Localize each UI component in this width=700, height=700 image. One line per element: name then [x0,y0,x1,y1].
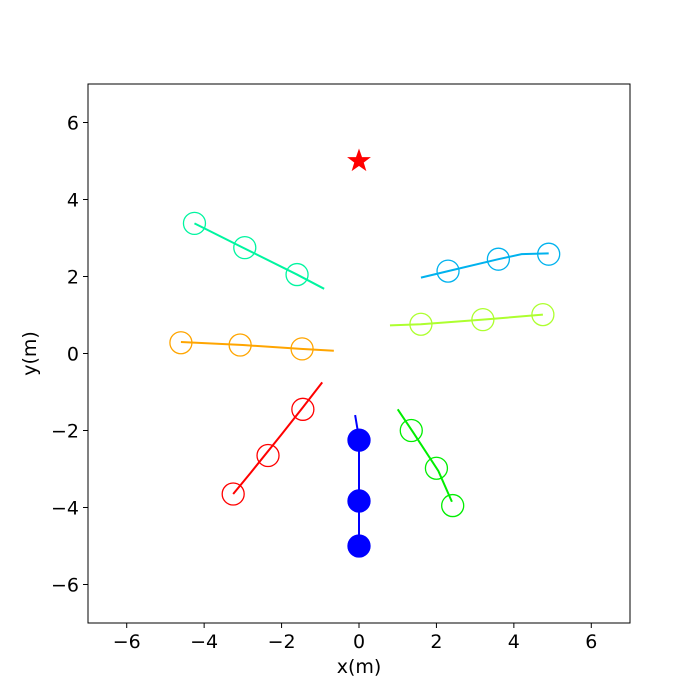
trajectory-series [169,331,334,361]
trajectory-line [180,340,334,352]
trajectory-line [232,381,324,495]
y-tick-label: 2 [67,267,79,289]
robot-marker [531,302,555,327]
axes-ticks: −6 −4 −2 0 2 4 6 −6 −4 −2 0 2 4 6 [51,113,597,654]
robot-marker [256,443,280,468]
x-tick-label: 0 [353,631,365,653]
x-axis-label: x(m) [337,656,382,678]
trajectory-line [194,222,325,290]
robot-marker [221,482,245,506]
robot-marker [347,534,371,558]
y-tick-label: −2 [51,421,79,443]
goal-star-marker [347,148,371,172]
robot-marker [285,262,309,287]
robot-marker [290,337,314,361]
robot-marker [424,456,449,480]
x-tick-label: −2 [268,631,296,653]
robot-marker [486,247,511,271]
trajectory-line [389,313,543,327]
trajectory-series [420,242,561,283]
x-tick-label: −4 [190,631,218,653]
robot-marker [291,397,315,421]
trajectory-series [221,381,324,506]
trajectory-series [347,414,371,558]
robot-marker [537,242,561,266]
x-tick-label: 4 [508,631,520,653]
robot-marker [169,331,193,355]
y-axis-label: y(m) [19,331,41,376]
y-tick-label: 0 [67,344,79,366]
robot-marker [347,428,371,452]
x-tick-label: −6 [113,631,141,653]
plot-area [169,148,561,558]
trajectory-series [389,302,555,336]
robot-marker [233,235,257,260]
robot-marker [471,307,495,332]
robot-marker [228,333,252,357]
x-tick-label: 2 [430,631,442,653]
robot-marker [182,211,207,236]
y-tick-label: 6 [67,113,79,135]
trajectory-series [182,211,325,290]
robot-marker [399,418,423,443]
robot-marker [409,312,433,336]
y-tick-label: 4 [67,190,79,212]
robot-marker [441,493,465,518]
trajectory-series [396,408,465,518]
x-tick-label: 6 [585,631,597,653]
trajectory-line [420,252,549,279]
y-tick-label: −6 [51,575,79,597]
robot-marker [347,489,371,513]
y-tick-label: −4 [51,498,79,520]
robot-marker [436,259,460,283]
